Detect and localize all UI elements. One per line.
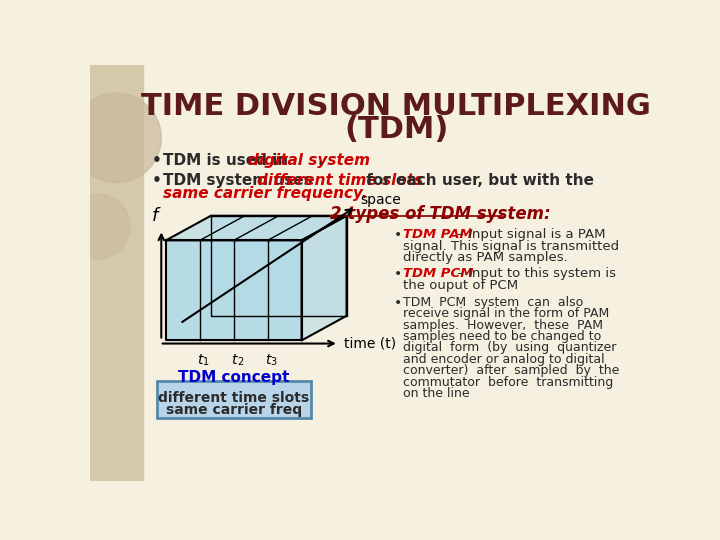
Text: on the line: on the line xyxy=(403,387,469,400)
Polygon shape xyxy=(302,215,346,340)
Text: TIME DIVISION MULTIPLEXING: TIME DIVISION MULTIPLEXING xyxy=(141,92,651,121)
Text: converter)  after  sampled  by  the: converter) after sampled by the xyxy=(403,364,619,377)
Text: •: • xyxy=(394,228,402,242)
Text: t: t xyxy=(231,353,236,367)
Text: •: • xyxy=(394,296,402,310)
Text: TDM system uses: TDM system uses xyxy=(163,173,318,187)
Circle shape xyxy=(71,93,161,183)
Circle shape xyxy=(66,194,130,259)
Polygon shape xyxy=(211,215,346,316)
Text: TDM PAM: TDM PAM xyxy=(403,228,473,241)
Bar xyxy=(90,65,143,481)
Polygon shape xyxy=(166,215,346,240)
FancyBboxPatch shape xyxy=(157,381,311,418)
Text: samples need to be changed to: samples need to be changed to xyxy=(403,330,601,343)
Text: .: . xyxy=(318,153,323,168)
Text: samples.  However,  these  PAM: samples. However, these PAM xyxy=(403,319,603,332)
Text: directly as PAM samples.: directly as PAM samples. xyxy=(403,251,568,264)
Polygon shape xyxy=(166,240,302,340)
Text: 2 types of TDM system:: 2 types of TDM system: xyxy=(330,205,551,223)
Text: the ouput of PCM: the ouput of PCM xyxy=(403,279,518,292)
Text: different time slots: different time slots xyxy=(158,390,310,404)
Text: 3: 3 xyxy=(271,357,277,367)
Text: t: t xyxy=(265,353,271,367)
Text: digital  form  (by  using  quantizer: digital form (by using quantizer xyxy=(403,341,616,354)
Text: receive signal in the form of PAM: receive signal in the form of PAM xyxy=(403,307,609,320)
Text: TDM is used in: TDM is used in xyxy=(163,153,293,168)
Text: commutator  before  transmitting: commutator before transmitting xyxy=(403,376,613,389)
Text: space: space xyxy=(361,193,401,207)
Text: 1: 1 xyxy=(203,357,209,367)
Text: digital system: digital system xyxy=(248,153,370,168)
Text: signal. This signal is transmitted: signal. This signal is transmitted xyxy=(403,240,619,253)
Text: 2: 2 xyxy=(237,357,243,367)
Text: same carrier freq: same carrier freq xyxy=(166,403,302,417)
Text: (TDM): (TDM) xyxy=(344,115,449,144)
Text: and encoder or analog to digital: and encoder or analog to digital xyxy=(403,353,605,366)
Text: same carrier frequency.: same carrier frequency. xyxy=(163,186,367,201)
Text: •: • xyxy=(394,267,402,281)
Text: f: f xyxy=(152,207,158,225)
Text: different time slots: different time slots xyxy=(258,173,423,187)
Text: TDM  PCM  system  can  also: TDM PCM system can also xyxy=(403,296,583,309)
Text: •: • xyxy=(152,153,162,168)
Text: – Input to this system is: – Input to this system is xyxy=(453,267,616,280)
Text: •: • xyxy=(152,173,162,187)
Text: TDM PCM: TDM PCM xyxy=(403,267,474,280)
Text: TDM concept: TDM concept xyxy=(178,370,289,384)
Text: for each user, but with the: for each user, but with the xyxy=(361,173,594,187)
Text: – input signal is a PAM: – input signal is a PAM xyxy=(453,228,606,241)
Text: time (t): time (t) xyxy=(344,336,396,350)
Text: t: t xyxy=(197,353,202,367)
